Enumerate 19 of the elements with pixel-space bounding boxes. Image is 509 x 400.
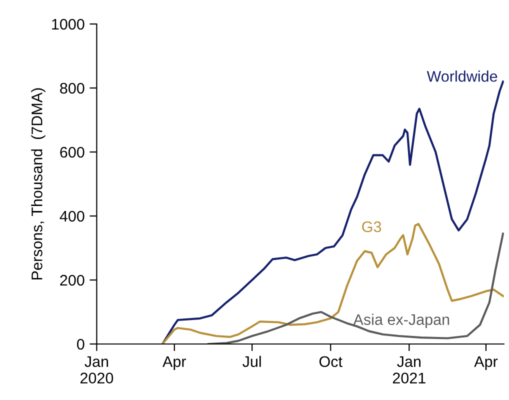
x-tick-label: Jan 2021 [392,356,426,384]
x-tick-label: Jan 2020 [80,356,114,384]
x-tick-label: Apr [162,356,186,370]
y-axis-title: Persons, Thousand (7DMA) [31,88,46,280]
y-tick-label: 1000 [52,18,84,30]
x-tick-label: Jul [242,356,261,368]
y-tick-label: 800 [60,82,84,94]
y-tick-label: 400 [60,210,84,222]
y-tick-label: 600 [60,146,84,158]
x-tick-label: Oct [319,356,342,368]
y-tick-label: 0 [77,338,84,350]
line-series [161,80,504,344]
line-series [207,232,504,344]
series-label: Asia ex-Japan [353,314,450,328]
series-label: Worldwide [426,70,498,82]
series-label: G3 [362,221,382,232]
line-series [161,222,504,344]
y-tick-label: 200 [60,274,84,286]
x-tick-label: Apr [474,356,498,370]
